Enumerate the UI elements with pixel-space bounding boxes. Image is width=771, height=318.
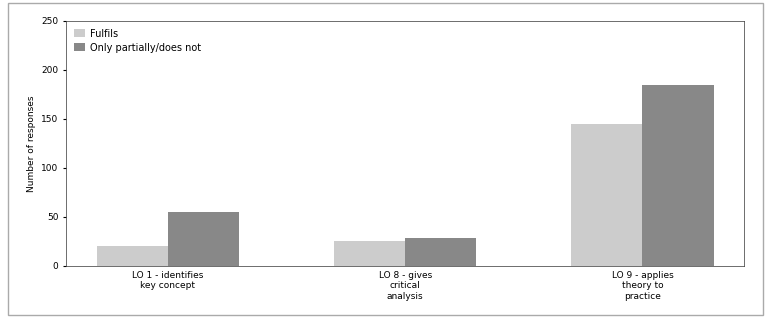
Y-axis label: Number of responses: Number of responses: [26, 95, 35, 192]
Bar: [97, 246, 168, 266]
Bar: [406, 238, 476, 266]
Legend: Fulfils, Only partially/does not: Fulfils, Only partially/does not: [71, 26, 204, 56]
Bar: [168, 212, 239, 266]
Bar: [334, 241, 406, 266]
Bar: [571, 124, 642, 266]
Bar: [642, 85, 714, 266]
